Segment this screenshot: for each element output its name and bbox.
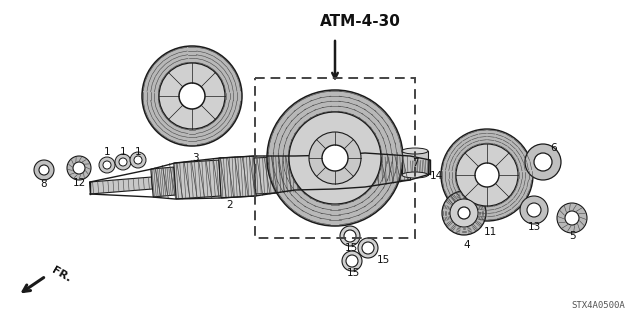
- Text: 2: 2: [227, 200, 234, 210]
- Circle shape: [450, 199, 478, 227]
- Text: FR.: FR.: [50, 265, 73, 285]
- Polygon shape: [364, 156, 410, 182]
- Text: 1: 1: [134, 147, 141, 157]
- Ellipse shape: [402, 172, 428, 178]
- Circle shape: [565, 211, 579, 225]
- Circle shape: [103, 161, 111, 169]
- Polygon shape: [254, 156, 296, 194]
- Circle shape: [342, 251, 362, 271]
- Polygon shape: [294, 157, 336, 189]
- Text: 1: 1: [120, 147, 126, 157]
- Circle shape: [142, 46, 242, 146]
- Circle shape: [340, 226, 360, 246]
- Text: 15: 15: [344, 243, 358, 253]
- Text: 8: 8: [41, 179, 47, 189]
- Text: 15: 15: [376, 255, 390, 265]
- Circle shape: [557, 203, 587, 233]
- Polygon shape: [219, 156, 256, 198]
- Text: ATM-4-30: ATM-4-30: [319, 14, 401, 29]
- Circle shape: [119, 158, 127, 166]
- Circle shape: [322, 145, 348, 171]
- Circle shape: [159, 63, 225, 129]
- Text: 3: 3: [192, 153, 198, 163]
- Circle shape: [346, 255, 358, 267]
- Circle shape: [99, 157, 115, 173]
- Circle shape: [358, 238, 378, 258]
- Circle shape: [442, 191, 486, 235]
- Circle shape: [309, 132, 361, 184]
- Bar: [255, 78, 415, 238]
- Circle shape: [179, 83, 205, 109]
- Circle shape: [130, 152, 146, 168]
- Polygon shape: [151, 167, 176, 197]
- Text: 15: 15: [346, 268, 360, 278]
- Circle shape: [39, 165, 49, 175]
- Bar: [402, 151, 428, 175]
- Circle shape: [475, 163, 499, 187]
- Text: 12: 12: [72, 178, 86, 188]
- Text: 7: 7: [412, 158, 419, 168]
- Circle shape: [362, 242, 374, 254]
- Circle shape: [525, 144, 561, 180]
- Text: 13: 13: [527, 222, 541, 232]
- Text: 6: 6: [550, 143, 557, 153]
- Polygon shape: [334, 153, 366, 189]
- Circle shape: [441, 129, 533, 221]
- Circle shape: [115, 154, 131, 170]
- Circle shape: [73, 162, 85, 174]
- Text: 5: 5: [569, 231, 575, 241]
- Circle shape: [34, 160, 54, 180]
- Circle shape: [322, 145, 348, 171]
- Text: 14: 14: [429, 171, 443, 181]
- Circle shape: [134, 156, 142, 164]
- Text: 1: 1: [104, 147, 110, 157]
- Polygon shape: [410, 160, 430, 175]
- Circle shape: [67, 156, 91, 180]
- Circle shape: [520, 196, 548, 224]
- Ellipse shape: [402, 148, 428, 154]
- Text: 11: 11: [483, 227, 497, 237]
- Polygon shape: [174, 160, 221, 199]
- Text: 4: 4: [464, 240, 470, 250]
- Circle shape: [344, 230, 356, 242]
- Circle shape: [456, 144, 518, 206]
- Circle shape: [289, 112, 381, 204]
- Circle shape: [527, 203, 541, 217]
- Circle shape: [267, 90, 403, 226]
- Text: STX4A0500A: STX4A0500A: [572, 301, 625, 310]
- Circle shape: [534, 153, 552, 171]
- Polygon shape: [90, 177, 152, 194]
- Circle shape: [458, 207, 470, 219]
